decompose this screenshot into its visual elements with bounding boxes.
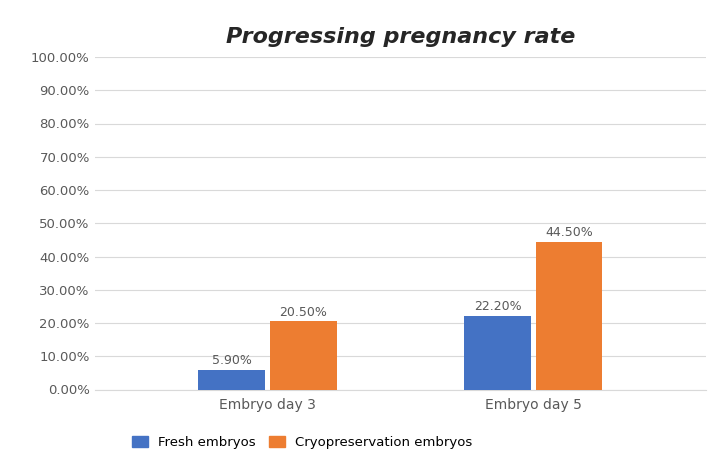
Title: Progressing pregnancy rate: Progressing pregnancy rate: [226, 27, 575, 47]
Bar: [270, 321, 336, 390]
Text: 5.90%: 5.90%: [212, 354, 251, 367]
Bar: [198, 370, 265, 390]
Legend: Fresh embryos, Cryopreservation embryos: Fresh embryos, Cryopreservation embryos: [132, 437, 472, 449]
Text: 22.20%: 22.20%: [474, 300, 521, 313]
Text: 20.50%: 20.50%: [280, 306, 328, 319]
Bar: [536, 241, 603, 390]
Bar: [464, 316, 531, 389]
Text: 44.50%: 44.50%: [545, 226, 593, 239]
